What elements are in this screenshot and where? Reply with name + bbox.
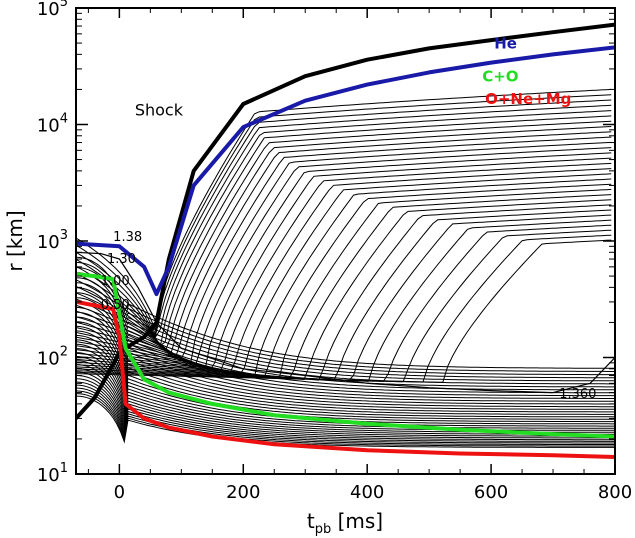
mass-shell-curve: [76, 374, 615, 437]
highlight-curves: [76, 22, 615, 459]
annotation-onemg: O+Ne+Mg: [485, 90, 571, 108]
mass-shell-curve: [76, 334, 615, 415]
mass-shell-curve: [76, 339, 615, 418]
mass-shell-curve: [76, 277, 615, 382]
annotation-he: He: [494, 34, 517, 52]
mass-shell-curve: [76, 115, 612, 347]
x-tick-label: 800: [598, 482, 632, 503]
mass-shell-curves: [76, 88, 615, 448]
mass-shell-curve: [76, 321, 615, 408]
mass-shell-curve: [76, 395, 615, 448]
y-tick-label: 104: [37, 112, 68, 137]
series-shock: [76, 22, 615, 420]
mass-shell-curve: [76, 311, 615, 402]
mass-shell-curve: [76, 162, 612, 374]
axis-ticks: [76, 7, 616, 475]
mass-shell-curve: [76, 104, 612, 339]
mass-shell-curve: [76, 348, 615, 423]
mass-shell-curve: [76, 297, 615, 394]
mass-shell-curve: [76, 381, 615, 441]
annotation-mass-0-50: 0.50: [101, 298, 130, 313]
mass-shell-curve: [76, 316, 615, 405]
series-mass-1.360: [76, 251, 615, 394]
tick-labels: 0 200 400 600 800 101 102 103 104 105: [37, 0, 632, 503]
annotation-mass-1-360: 1.360: [559, 387, 596, 402]
annotation-co: C+O: [482, 67, 518, 85]
mass-shell-curve: [76, 267, 615, 376]
mass-shell-curve: [76, 282, 615, 385]
mass-shell-curve: [76, 378, 615, 439]
mass-shell-curve: [76, 364, 615, 431]
annotation-mass-1-30: 1.30: [107, 252, 136, 267]
mass-shell-curve: [76, 239, 612, 383]
annotation-mass-1-38: 1.38: [113, 230, 142, 245]
mass-shell-curve: [76, 384, 615, 442]
x-axis-label: tpb [ms]: [307, 509, 383, 537]
mass-shell-curve: [76, 173, 612, 376]
x-tick-label: 600: [474, 482, 508, 503]
mass-shell-curve: [76, 256, 615, 369]
mass-shell-curve: [76, 387, 615, 444]
series-co: [76, 272, 615, 439]
y-tick-label: 105: [37, 0, 68, 20]
y-tick-label: 102: [37, 345, 68, 370]
annotation-shock: Shock: [135, 100, 184, 119]
mass-shell-curve: [76, 178, 612, 378]
x-tick-label: 200: [226, 482, 260, 503]
mass-shell-curve: [76, 272, 615, 379]
mass-shell-curve: [76, 261, 615, 372]
mass-shell-curve: [76, 360, 615, 429]
mass-shell-curve: [76, 325, 615, 410]
y-tick-label: 101: [37, 461, 68, 486]
annotation-mass-1-00: 1.00: [101, 274, 130, 289]
series-onemg: [76, 299, 615, 459]
mass-shell-curve: [76, 183, 612, 378]
x-tick-label: 400: [350, 482, 384, 503]
y-tick-label: 103: [37, 228, 68, 253]
y-axis-label: r [km]: [3, 210, 27, 271]
mass-shell-curve: [76, 199, 612, 381]
annotations: Shock He C+O O+Ne+Mg 1.38 1.30 1.00 0.50…: [101, 34, 597, 402]
mass-shell-curve: [76, 110, 612, 348]
series-he: [76, 45, 615, 297]
mass-shell-curve: [76, 306, 615, 399]
mass-shell-curve: [76, 147, 612, 368]
mass-shell-curve: [76, 99, 612, 338]
mass-shell-curve: [76, 188, 612, 380]
mass-shell-curve: [76, 209, 612, 382]
mass-shell-curve: [76, 194, 612, 380]
x-tick-label: 0: [114, 482, 125, 503]
mass-shell-curve: [76, 302, 615, 397]
mass-shell-curve: [76, 292, 615, 391]
mass-shell-curve: [76, 120, 612, 353]
mass-shell-curve: [76, 287, 615, 388]
mass-shell-curve: [76, 204, 612, 381]
mass-shell-curve: [76, 94, 612, 336]
mass-shell-curve: [76, 152, 612, 372]
mass-shell-curve: [76, 330, 615, 413]
